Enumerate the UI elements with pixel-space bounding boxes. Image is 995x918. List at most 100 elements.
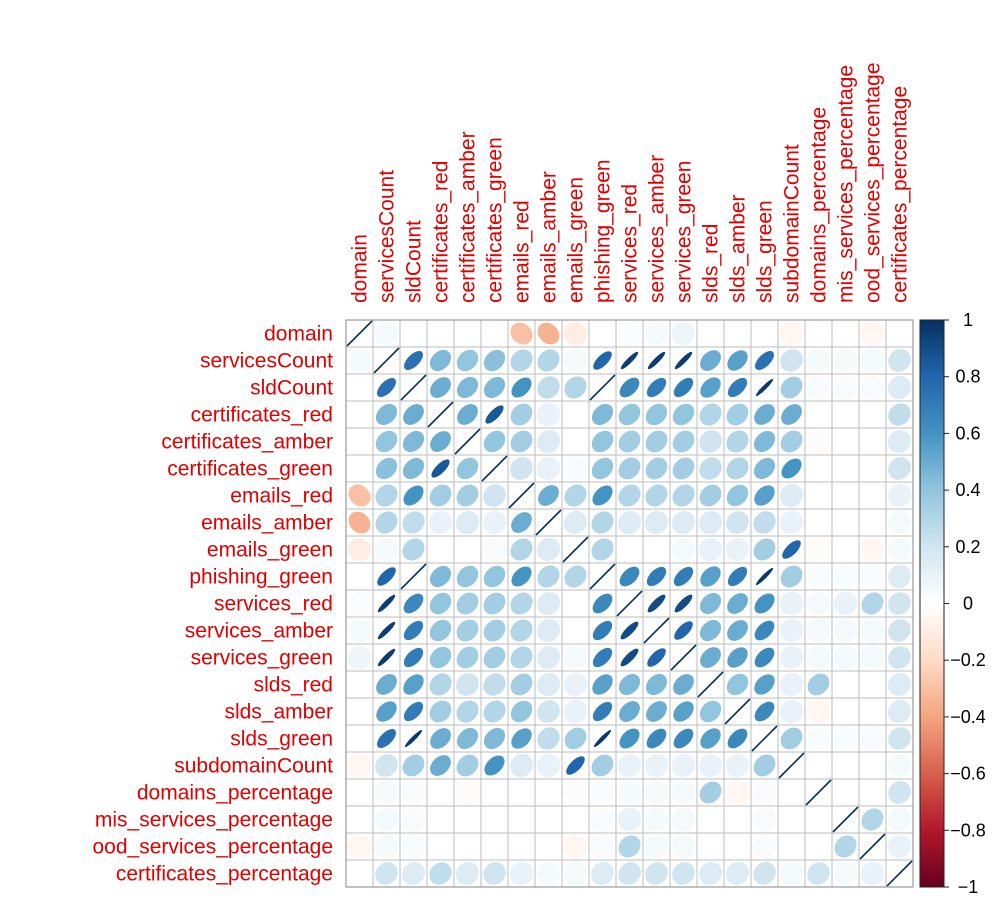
cell-sldCount-certificates_red xyxy=(426,373,455,402)
cell-slds_amber-services_amber xyxy=(642,697,671,726)
cell-domain-slds_green xyxy=(750,319,779,348)
col-label-services_green: services_green xyxy=(673,161,696,303)
ellipse-emails_amber-ood_services_percentage xyxy=(860,510,885,535)
cell-slds_red-services_amber xyxy=(642,670,671,699)
ellipse-slds_green-emails_red xyxy=(511,728,532,749)
ellipse-services_red-emails_red xyxy=(510,592,533,615)
correlation-cells xyxy=(345,319,914,888)
ellipse-subdomainCount-slds_amber xyxy=(725,753,750,778)
cell-certificates_amber-phishing_green xyxy=(588,427,617,456)
cell-certificates_amber-subdomainCount xyxy=(777,427,806,456)
cell-emails_red-servicesCount xyxy=(372,481,401,510)
ellipse-certificates_green-services_amber xyxy=(645,457,668,480)
ellipse-certificates_amber-services_green xyxy=(672,430,695,453)
ellipse-certificates_red-sldCount xyxy=(403,404,424,425)
ellipse-services_red-subdomainCount xyxy=(779,591,804,616)
cell-emails_green-slds_green xyxy=(750,535,779,564)
cell-slds_amber-services_green xyxy=(669,697,698,726)
cell-emails_green-services_green xyxy=(669,535,698,564)
cell-subdomainCount-certificates_green xyxy=(480,751,509,780)
cell-phishing_green-services_red xyxy=(615,562,644,591)
colorbar-tick-label: −0.4 xyxy=(950,707,986,727)
ellipse-servicesCount-domain xyxy=(347,348,372,373)
cell-slds_red-phishing_green xyxy=(588,670,617,699)
ellipse-certificates_red-domain xyxy=(347,402,372,427)
ellipse-certificates_amber-certificates_red xyxy=(430,431,451,452)
cell-servicesCount-services_red xyxy=(615,346,644,375)
col-label-domains_percentage: domains_percentage xyxy=(808,107,831,303)
ellipse-certificates_red-phishing_green xyxy=(591,403,614,426)
cell-domains_percentage-domain xyxy=(345,778,374,807)
cell-emails_green-certificates_amber xyxy=(453,535,482,564)
cell-domain-certificates_red xyxy=(426,319,455,348)
ellipse-certificates_percentage-certificates_red xyxy=(429,862,452,885)
ellipse-servicesCount-certificates_percentage xyxy=(888,349,911,372)
cell-services_amber-services_green xyxy=(669,616,698,645)
ellipse-certificates_red-certificates_amber xyxy=(457,404,478,425)
cell-services_green-ood_services_percentage xyxy=(858,643,887,672)
cell-emails_red-emails_green xyxy=(561,481,590,510)
cell-mis_services_percentage-ood_services_percentage xyxy=(858,805,887,834)
cell-slds_green-ood_services_percentage xyxy=(858,724,887,753)
ellipse-services_red-certificates_red xyxy=(429,592,452,615)
ellipse-domain-ood_services_percentage xyxy=(860,321,885,346)
ellipse-mis_services_percentage-sldCount xyxy=(401,807,426,832)
cell-ood_services_percentage-services_red xyxy=(615,832,644,861)
cell-certificates_percentage-emails_amber xyxy=(534,859,563,888)
colorbar-tick-label: 1 xyxy=(963,310,973,330)
cell-services_red-certificates_green xyxy=(480,589,509,618)
cell-emails_red-certificates_percentage xyxy=(885,481,914,510)
ellipse-phishing_green-emails_green xyxy=(564,565,587,588)
ellipse-servicesCount-phishing_green xyxy=(593,351,612,370)
ellipse-subdomainCount-certificates_percentage xyxy=(887,753,912,778)
cell-slds_amber-domain xyxy=(345,697,374,726)
cell-services_green-mis_services_percentage xyxy=(831,643,860,672)
ellipse-services_amber-certificates_red xyxy=(429,619,452,642)
ellipse-slds_amber-certificates_amber xyxy=(456,700,479,723)
ellipse-certificates_percentage-certificates_percentage xyxy=(886,860,913,887)
cell-domain-mis_services_percentage xyxy=(831,319,860,348)
cell-domain-slds_red xyxy=(696,319,725,348)
cell-ood_services_percentage-slds_amber xyxy=(723,832,752,861)
cell-emails_red-certificates_amber xyxy=(453,481,482,510)
ellipse-phishing_green-services_green xyxy=(673,566,694,587)
cell-emails_amber-certificates_red xyxy=(426,508,455,537)
cell-certificates_amber-domain xyxy=(345,427,374,456)
ellipse-services_green-emails_amber xyxy=(536,645,561,670)
cell-emails_red-services_red xyxy=(615,481,644,510)
ellipse-certificates_green-phishing_green xyxy=(591,457,614,480)
ellipse-subdomainCount-subdomainCount xyxy=(778,752,805,779)
cell-sldCount-slds_amber xyxy=(723,373,752,402)
cell-certificates_green-domain xyxy=(345,454,374,483)
ellipse-subdomainCount-certificates_red xyxy=(430,755,451,776)
cell-phishing_green-certificates_percentage xyxy=(885,562,914,591)
ellipse-phishing_green-mis_services_percentage xyxy=(833,564,858,589)
ellipse-services_amber-slds_amber xyxy=(727,620,748,641)
ellipse-slds_amber-phishing_green xyxy=(592,701,613,722)
cell-emails_green-ood_services_percentage xyxy=(858,535,887,564)
ellipse-certificates_red-slds_amber xyxy=(726,403,749,426)
cell-sldCount-services_amber xyxy=(642,373,671,402)
ellipse-servicesCount-certificates_amber xyxy=(456,349,479,372)
cell-mis_services_percentage-sldCount xyxy=(399,805,428,834)
cell-services_green-emails_red xyxy=(507,643,536,672)
ellipse-slds_red-services_green xyxy=(673,674,694,695)
ellipse-ood_services_percentage-slds_red xyxy=(698,834,723,859)
ellipse-slds_red-slds_red xyxy=(697,671,724,698)
cell-emails_green-certificates_red xyxy=(426,535,455,564)
ellipse-sldCount-services_red xyxy=(619,377,640,398)
ellipse-slds_green-sldCount xyxy=(404,729,423,748)
cell-phishing_green-emails_red xyxy=(507,562,536,591)
cell-subdomainCount-emails_red xyxy=(507,751,536,780)
cell-certificates_percentage-slds_red xyxy=(696,859,725,888)
ellipse-ood_services_percentage-certificates_percentage xyxy=(887,834,912,859)
colorbar-tick-label: 0.6 xyxy=(955,423,980,443)
ellipse-certificates_amber-services_red xyxy=(618,430,641,453)
cell-services_red-emails_green xyxy=(561,589,590,618)
cell-slds_amber-slds_red xyxy=(696,697,725,726)
cell-slds_amber-certificates_amber xyxy=(453,697,482,726)
cell-certificates_green-services_red xyxy=(615,454,644,483)
ellipse-servicesCount-services_red xyxy=(620,351,639,370)
cell-servicesCount-services_green xyxy=(669,346,698,375)
ellipse-certificates_percentage-mis_services_percentage xyxy=(833,861,858,886)
